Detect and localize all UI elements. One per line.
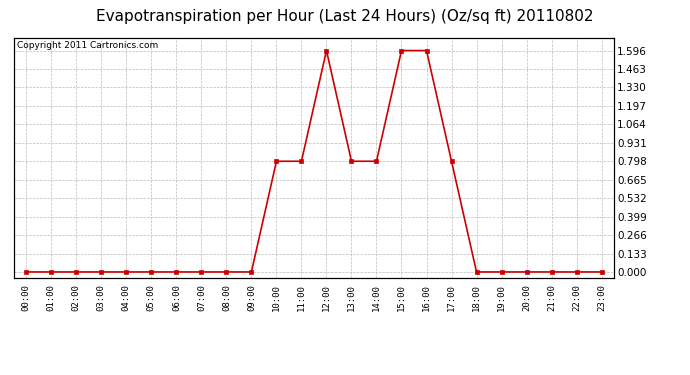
Text: Evapotranspiration per Hour (Last 24 Hours) (Oz/sq ft) 20110802: Evapotranspiration per Hour (Last 24 Hou… [96,9,594,24]
Text: Copyright 2011 Cartronics.com: Copyright 2011 Cartronics.com [17,41,158,50]
